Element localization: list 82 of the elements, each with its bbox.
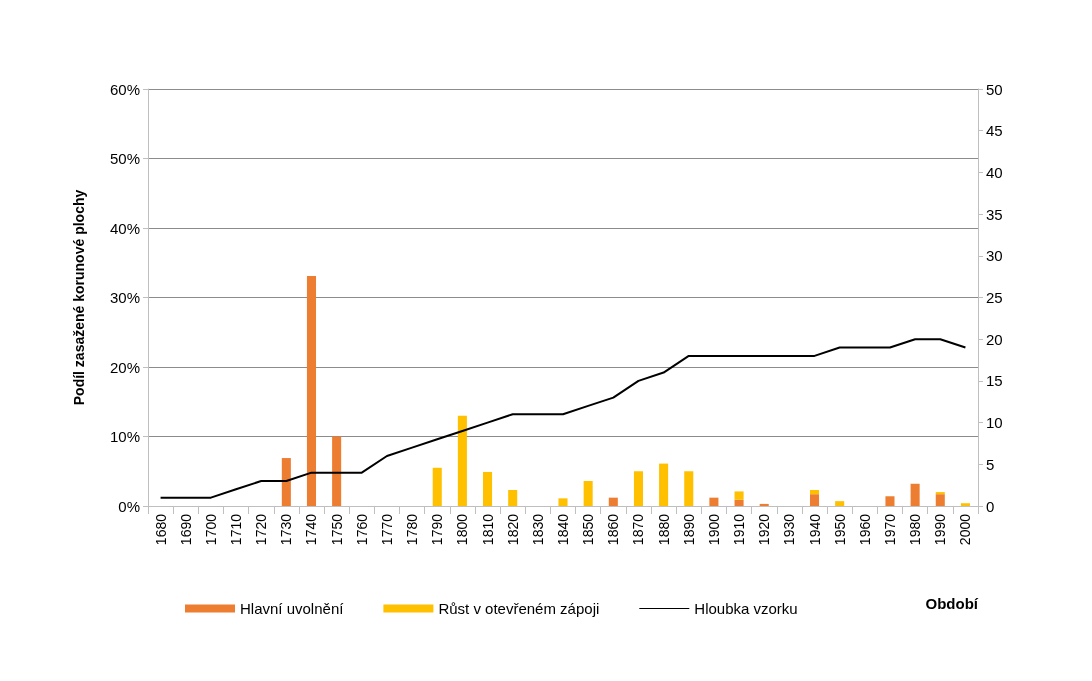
x-tick-label: 1740 xyxy=(303,513,320,546)
x-tick-label: 1910 xyxy=(731,513,748,546)
x-tick-label: 1990 xyxy=(932,513,949,546)
x-tick-label: 1960 xyxy=(856,513,873,546)
bar xyxy=(809,490,820,495)
bar xyxy=(709,497,719,506)
bar xyxy=(483,471,493,506)
x-tick-label: 1700 xyxy=(202,513,219,546)
bar xyxy=(508,490,518,506)
bar xyxy=(432,467,442,506)
x-tick-label: 1810 xyxy=(479,513,496,546)
y-tick-label: 40% xyxy=(109,219,140,237)
x-tick-label: 1820 xyxy=(504,513,521,546)
y-tick-label: 20% xyxy=(109,358,140,376)
y2-tick-label: 20 xyxy=(986,330,1003,348)
bar xyxy=(759,503,769,506)
y-axis-title: Podíl zasažené korunové plochy xyxy=(71,189,87,406)
y2-tick-label: 30 xyxy=(986,247,1003,265)
bar xyxy=(910,483,920,506)
x-tick-label: 1850 xyxy=(580,513,597,546)
legend-label: Hlavní uvolnění xyxy=(240,600,345,617)
x-tick-label: 1750 xyxy=(328,513,345,546)
bar xyxy=(608,497,618,506)
x-tick-label: 1790 xyxy=(429,513,446,546)
x-tick-label: 1730 xyxy=(278,513,295,546)
x-tick-label: 1880 xyxy=(655,513,672,546)
x-tick-label: 1780 xyxy=(404,513,421,546)
bar xyxy=(457,415,467,506)
x-tick-label: 1690 xyxy=(177,513,194,546)
x-tick-label: 1760 xyxy=(353,513,370,546)
x-tick-label: 1930 xyxy=(781,513,798,546)
bar xyxy=(558,498,568,506)
bar xyxy=(960,503,970,506)
bar xyxy=(734,491,744,500)
y-tick-label: 50% xyxy=(109,150,140,167)
bar xyxy=(835,501,845,506)
bar xyxy=(734,499,744,506)
bar xyxy=(332,436,342,506)
x-tick-label: 1970 xyxy=(881,513,898,546)
y2-tick-label: 40 xyxy=(986,163,1003,181)
x-axis-title: Období xyxy=(925,595,979,612)
x-tick-label: 1870 xyxy=(630,513,647,546)
x-tick-label: 1680 xyxy=(152,513,169,546)
legend-label: Růst v otevřeném zápoji xyxy=(438,600,600,617)
bar xyxy=(809,494,820,506)
y2-tick-label: 50 xyxy=(986,80,1003,98)
bar xyxy=(633,471,643,506)
x-tick-label: 1840 xyxy=(555,513,571,546)
x-tick-label: 1770 xyxy=(378,513,395,546)
x-tick-label: 1830 xyxy=(529,513,546,546)
y2-tick-label: 25 xyxy=(986,289,1003,306)
x-tick-label: 1800 xyxy=(454,513,471,546)
y-tick-label: 60% xyxy=(109,80,140,98)
y2-tick-label: 35 xyxy=(986,205,1003,223)
y2-tick-label: 10 xyxy=(986,414,1003,432)
x-tick-label: 1940 xyxy=(806,513,823,546)
bar xyxy=(583,480,593,506)
bar xyxy=(684,471,694,506)
bar xyxy=(306,275,317,506)
bar xyxy=(935,492,945,495)
x-tick-label: 2000 xyxy=(957,513,974,546)
x-tick-label: 1920 xyxy=(756,513,773,546)
x-tick-label: 1890 xyxy=(680,513,697,546)
legend-label: Hloubka vzorku xyxy=(694,600,798,617)
x-tick-label: 1720 xyxy=(253,513,270,546)
bar xyxy=(885,496,895,506)
line-series xyxy=(159,338,967,499)
y2-tick-label: 5 xyxy=(986,455,995,473)
bar xyxy=(935,494,945,506)
y-tick-label: 0% xyxy=(118,497,140,515)
bar xyxy=(659,463,669,506)
bar xyxy=(281,458,291,506)
y-tick-label: 10% xyxy=(109,428,140,445)
y-tick-label: 30% xyxy=(109,289,140,306)
y2-tick-label: 0 xyxy=(986,497,995,515)
x-tick-label: 1950 xyxy=(831,513,848,546)
y2-tick-label: 15 xyxy=(986,372,1003,390)
x-tick-label: 1900 xyxy=(705,513,722,546)
x-tick-label: 1980 xyxy=(907,513,924,546)
x-tick-label: 1710 xyxy=(228,513,245,546)
x-tick-label: 1860 xyxy=(605,513,622,546)
y2-tick-label: 45 xyxy=(986,122,1003,140)
